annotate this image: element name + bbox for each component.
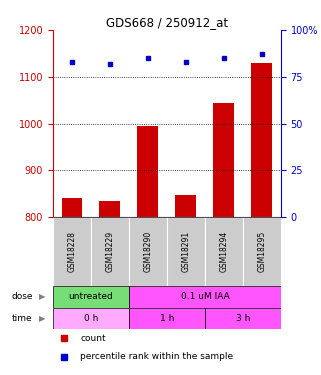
Text: GSM18229: GSM18229 xyxy=(105,231,115,272)
Bar xyxy=(137,126,158,217)
Bar xyxy=(243,217,281,286)
Bar xyxy=(205,308,281,330)
Text: GSM18290: GSM18290 xyxy=(143,231,152,272)
Text: percentile rank within the sample: percentile rank within the sample xyxy=(80,352,233,362)
Bar xyxy=(91,217,129,286)
Text: GSM18294: GSM18294 xyxy=(219,231,229,272)
Bar xyxy=(129,308,205,330)
Text: dose: dose xyxy=(11,292,33,301)
Bar xyxy=(62,198,82,217)
Text: time: time xyxy=(11,314,32,323)
Bar xyxy=(205,217,243,286)
Text: count: count xyxy=(80,333,106,342)
Text: GSM18295: GSM18295 xyxy=(257,231,266,272)
Text: ▶: ▶ xyxy=(39,314,45,323)
Text: 3 h: 3 h xyxy=(236,314,250,323)
Text: untreated: untreated xyxy=(69,292,113,301)
Bar xyxy=(53,286,129,308)
Title: GDS668 / 250912_at: GDS668 / 250912_at xyxy=(106,16,228,29)
Bar xyxy=(100,201,120,217)
Bar xyxy=(167,217,205,286)
Bar xyxy=(129,286,281,308)
Text: GSM18291: GSM18291 xyxy=(181,231,190,272)
Text: 0 h: 0 h xyxy=(84,314,98,323)
Bar xyxy=(251,63,272,217)
Text: GSM18228: GSM18228 xyxy=(67,231,76,272)
Bar xyxy=(129,217,167,286)
Bar xyxy=(53,308,129,330)
Text: 1 h: 1 h xyxy=(160,314,174,323)
Bar xyxy=(213,102,234,217)
Bar xyxy=(53,217,91,286)
Text: 0.1 uM IAA: 0.1 uM IAA xyxy=(180,292,229,301)
Text: ▶: ▶ xyxy=(39,292,45,301)
Bar xyxy=(176,195,196,217)
